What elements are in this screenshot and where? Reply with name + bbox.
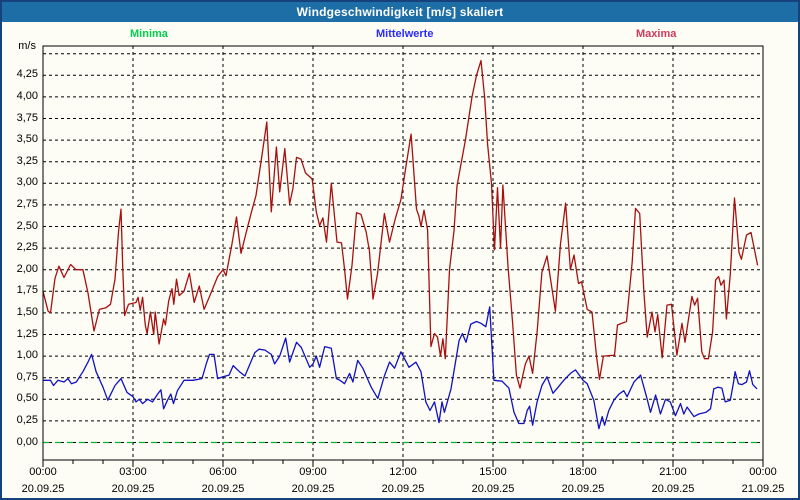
y-tick-label: 4,00 [16,89,38,102]
x-tick-time-label: 12:00 [389,466,417,478]
series-mittelwerte-line [43,306,758,430]
x-tick-time-label: 21:00 [659,466,687,478]
y-tick-label: 0,00 [16,435,38,448]
x-tick-time-label: 06:00 [209,466,237,478]
x-tick-date-label: 20.09.25 [201,483,245,495]
y-tick-label: 2,25 [16,241,38,254]
y-axis-unit-label: m/s [18,40,36,52]
plot-border [42,45,764,461]
y-tick-label: 2,00 [16,262,38,275]
wind-speed-chart [42,45,764,467]
y-tick-label: 1,00 [16,349,38,362]
y-tick-label: 1,50 [16,305,38,318]
y-tick-label: 4,25 [16,68,38,81]
series-maxima-line [42,59,759,389]
y-tick-label: 1,75 [16,284,38,297]
x-tick-date-label: 20.09.25 [21,483,65,495]
y-tick-label: 3,75 [16,111,38,124]
y-tick-label: 2,50 [16,219,38,232]
window-title: Windgeschwindigkeit [m/s] skaliert [2,2,798,22]
x-tick-date-label: 20.09.25 [291,483,335,495]
y-tick-label: 0,25 [16,413,38,426]
y-tick-label: 2,75 [16,197,38,210]
y-tick-label: 3,50 [16,133,38,146]
x-tick-time-label: 18:00 [569,466,597,478]
y-tick-label: 1,25 [16,327,38,340]
y-tick-label: 3,00 [16,176,38,189]
x-tick-time-label: 15:00 [479,466,507,478]
y-tick-label: 0,50 [16,392,38,405]
x-tick-time-label: 03:00 [119,466,147,478]
x-tick-date-label: 20.09.25 [471,483,515,495]
x-tick-date-label: 20.09.25 [651,483,695,495]
x-tick-time-label: 00:00 [749,466,777,478]
y-tick-label: 3,25 [16,154,38,167]
x-tick-date-label: 21.09.25 [741,483,785,495]
x-tick-date-label: 20.09.25 [381,483,425,495]
x-tick-date-label: 20.09.25 [111,483,155,495]
y-tick-label: 0,75 [16,370,38,383]
x-tick-date-label: 20.09.25 [561,483,605,495]
legend-mittelwerte: Mittelwerte [376,28,434,40]
legend-minima: Minima [130,28,168,40]
x-tick-time-label: 09:00 [299,466,327,478]
x-tick-time-label: 00:00 [29,466,57,478]
legend-maxima: Maxima [636,28,677,40]
